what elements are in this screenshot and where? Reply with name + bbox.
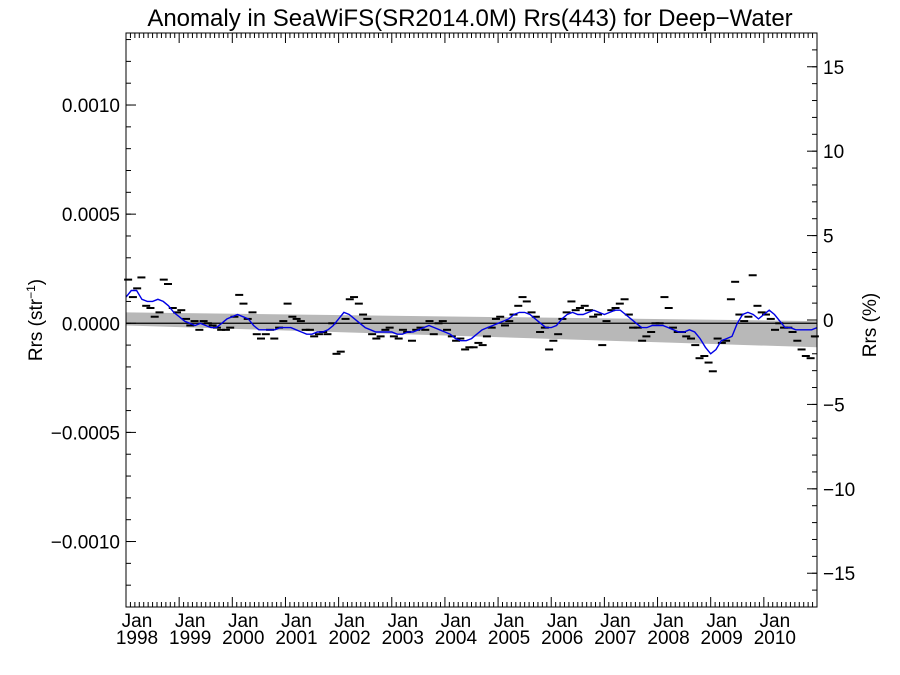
ylabel-base: Rrs (str — [26, 298, 47, 361]
left-y-axis-label: Rrs (str−1) — [24, 279, 47, 361]
x-tick-year: 2003 — [382, 628, 424, 649]
y-tick-label: 0.0000 — [62, 314, 120, 335]
x-tick-month: Jan — [175, 611, 206, 632]
x-tick-month: Jan — [653, 611, 684, 632]
x-tick-year: 2000 — [222, 628, 264, 649]
x-tick-year: 2001 — [275, 628, 317, 649]
x-tick-year: 2002 — [328, 628, 370, 649]
x-tick-year: 2006 — [541, 628, 583, 649]
x-tick-month: Jan — [387, 611, 418, 632]
right-y-axis: 15 10 5 0 −5 −10 −15 — [807, 49, 855, 591]
x-tick-month: Jan — [760, 611, 791, 632]
x-tick-year: 2007 — [594, 628, 636, 649]
chart-title: Anomaly in SeaWiFS(SR2014.0M) Rrs(443) f… — [147, 5, 792, 32]
smoothed-series — [125, 289, 818, 355]
x-tick-month: Jan — [228, 611, 259, 632]
y-tick-label: −0.0005 — [51, 423, 120, 444]
x-tick-month: Jan — [600, 611, 631, 632]
x-tick-year: 2005 — [488, 628, 530, 649]
x-tick-month: Jan — [706, 611, 737, 632]
right-y-tick-label: 5 — [823, 227, 834, 248]
x-tick-month: Jan — [122, 611, 153, 632]
x-tick-month: Jan — [441, 611, 472, 632]
right-y-tick-label: 15 — [823, 58, 844, 79]
y-tick-label: 0.0010 — [62, 96, 120, 117]
y-tick-label: 0.0005 — [62, 205, 120, 226]
x-axis: Jan1998Jan1999Jan2000Jan2001Jan2002Jan20… — [116, 33, 814, 649]
x-tick-year: 1999 — [169, 628, 211, 649]
ylabel-close: ) — [26, 279, 47, 285]
x-tick-year: 2004 — [435, 628, 478, 649]
right-y-tick-label: −5 — [823, 395, 845, 416]
plot-area — [124, 274, 819, 373]
right-y-tick-label: −15 — [823, 564, 855, 585]
smoothed-line — [125, 289, 818, 355]
x-tick-month: Jan — [494, 611, 525, 632]
x-tick-year: 2008 — [647, 628, 689, 649]
x-tick-month: Jan — [547, 611, 578, 632]
right-y-tick-label: 10 — [823, 142, 844, 163]
y-tick-label: −0.0010 — [51, 533, 120, 554]
x-tick-year: 2009 — [701, 628, 743, 649]
right-y-tick-label: −10 — [823, 480, 855, 501]
right-y-axis-label: Rrs (%) — [860, 293, 881, 357]
x-tick-month: Jan — [334, 611, 365, 632]
x-tick-year: 2010 — [754, 628, 796, 649]
right-y-tick-label: 0 — [823, 311, 834, 332]
ylabel-superscript: −1 — [24, 285, 38, 299]
x-tick-month: Jan — [281, 611, 312, 632]
left-y-axis: 0.0010 0.0005 0.0000 −0.0005 −0.0010 — [51, 39, 136, 586]
x-tick-year: 1998 — [116, 628, 158, 649]
